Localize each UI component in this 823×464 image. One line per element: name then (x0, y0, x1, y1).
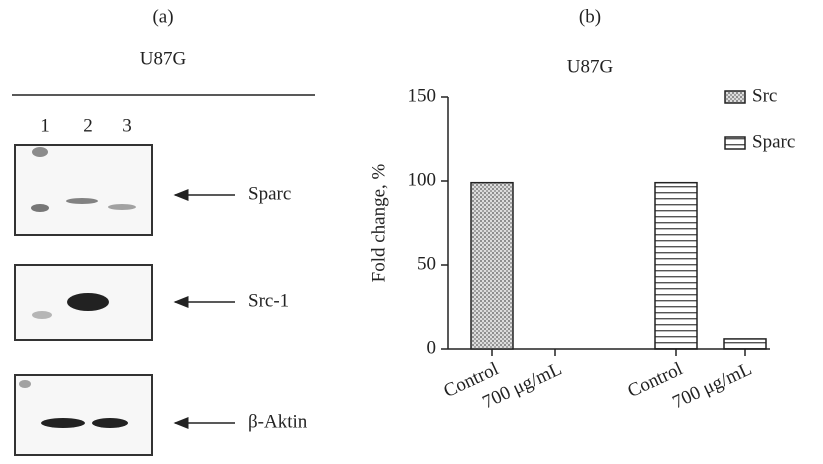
legend-label: Src (752, 85, 777, 106)
figure: (a) U87G 1 2 3 Sparc Src-1 β-Aktin (b) U… (0, 0, 823, 464)
y-tick-label: 0 (427, 337, 437, 358)
blot (15, 145, 152, 235)
panel-label: (b) (579, 6, 601, 27)
bar (655, 183, 697, 349)
y-axis-title: Fold change, % (368, 163, 389, 282)
chart-title: U87G (567, 56, 614, 77)
blot (15, 265, 152, 340)
legend-swatch (725, 91, 745, 103)
legend-swatch (725, 137, 745, 149)
legend-label: Sparc (752, 131, 795, 152)
panel-label: (a) (152, 6, 173, 27)
blot-label: Sparc (248, 183, 291, 204)
y-tick-label: 50 (417, 253, 436, 274)
y-tick-label: 100 (408, 169, 437, 190)
blot-label: Src-1 (248, 290, 289, 311)
lane-label: 3 (122, 115, 132, 136)
bar (724, 339, 766, 349)
bar (471, 183, 513, 349)
blot-label: β-Aktin (248, 411, 308, 432)
lane-label: 1 (40, 115, 50, 136)
blot (15, 375, 152, 455)
y-tick-label: 150 (408, 85, 437, 106)
lane-label: 2 (83, 115, 93, 136)
x-tick-label: 700 μg/mL (669, 358, 755, 413)
panel-title: U87G (140, 48, 187, 69)
